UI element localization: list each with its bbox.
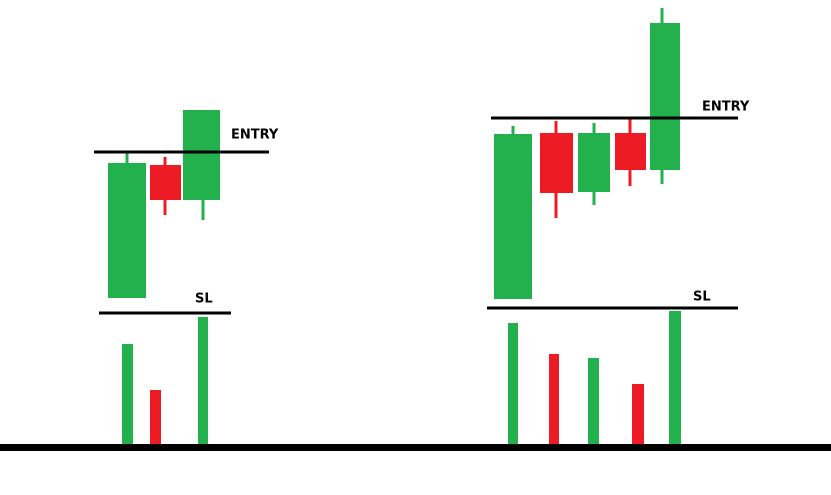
right-volume <box>508 311 681 448</box>
sl-label: SL <box>195 292 213 307</box>
volume-bar <box>549 354 559 448</box>
volume-bar <box>122 344 133 448</box>
candle <box>615 133 646 170</box>
candle <box>578 133 610 192</box>
left-candles <box>108 110 220 298</box>
sl-label: SL <box>693 290 711 305</box>
candle <box>150 165 181 200</box>
candle <box>494 134 532 299</box>
volume-bar <box>588 358 599 448</box>
volume-bar <box>508 323 518 448</box>
entry-label: ENTRY <box>231 128 279 143</box>
right-candles <box>494 8 680 299</box>
baseline <box>0 444 831 451</box>
volume-bar <box>198 317 208 448</box>
volume-bar <box>669 311 681 448</box>
candle <box>540 133 573 193</box>
volume-bar <box>150 390 161 448</box>
candle <box>650 23 680 170</box>
candle <box>108 163 146 298</box>
entry-label: ENTRY <box>702 100 750 115</box>
left-volume <box>122 317 208 448</box>
candle <box>183 110 220 200</box>
volume-bar <box>632 384 644 448</box>
